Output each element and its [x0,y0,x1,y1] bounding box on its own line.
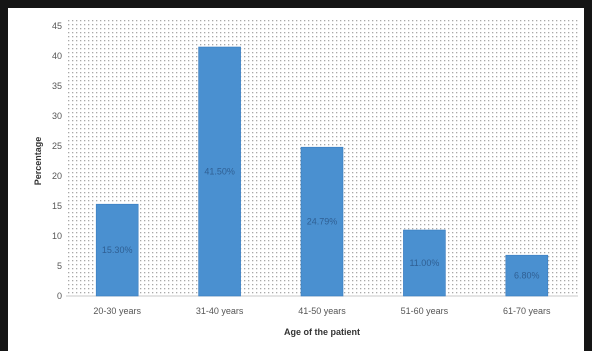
x-tick-label: 61-70 years [503,306,551,316]
y-tick-label: 25 [52,141,62,151]
bar [505,254,549,297]
y-tick-label: 20 [52,171,62,181]
bar [403,229,446,297]
y-tick-label: 0 [57,291,62,301]
data-label: 24.79% [307,217,338,227]
data-label: 41.50% [204,167,235,177]
bar [95,203,139,297]
bar [198,46,241,297]
y-tick-label: 30 [52,111,62,121]
x-axis-ticks: 20-30 years 31-40 years 41-50 years 51-60 y… [93,306,551,316]
y-tick-label: 15 [52,201,62,211]
bars: 15.30% 41.50% 24.79% 11.00% 6.80% [95,46,549,297]
x-tick-label: 41-50 years [298,306,346,316]
y-tick-label: 35 [52,81,62,91]
y-axis-title: Percentage [33,137,43,186]
y-axis-ticks: 0 5 10 15 20 25 30 35 40 45 [52,21,62,301]
y-tick-label: 10 [52,231,62,241]
y-tick-label: 5 [57,261,62,271]
y-tick-label: 45 [52,21,62,31]
x-axis-title: Age of the patient [284,327,360,337]
data-label: 6.80% [514,271,540,281]
x-tick-label: 20-30 years [93,306,141,316]
x-tick-label: 51-60 years [401,306,449,316]
data-label: 15.30% [102,245,133,255]
data-label: 11.00% [409,258,439,268]
y-tick-label: 40 [52,51,62,61]
bar [300,146,344,297]
x-tick-label: 31-40 years [196,306,244,316]
